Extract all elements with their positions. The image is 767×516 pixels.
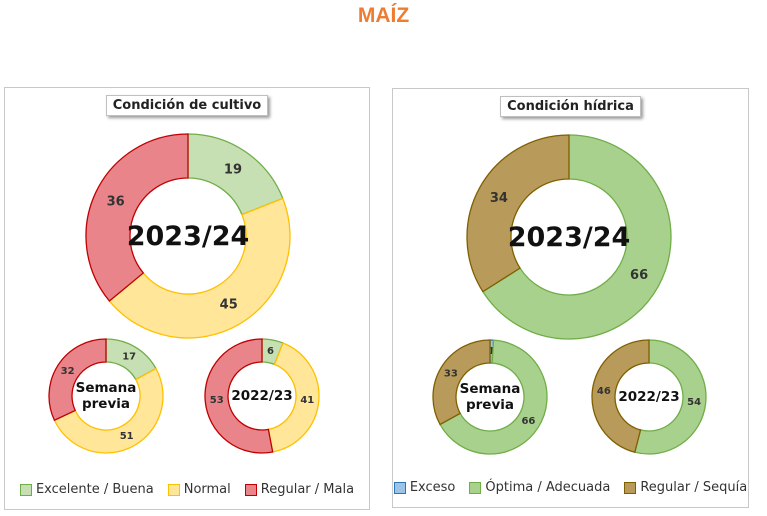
donut-value-label: 1 (488, 346, 495, 357)
donut-segment (48, 338, 107, 422)
donut-center-label: Semana previa (76, 380, 137, 412)
legend-label: Óptima / Adecuada (485, 480, 611, 495)
donut-value-label: 54 (687, 397, 701, 408)
donut-value-label: 34 (490, 191, 508, 206)
donut-value-label: 36 (107, 194, 125, 209)
legend-item-excellent-good: Excelente / Buena (19, 482, 154, 497)
donut-center-label: 2023/24 (508, 222, 631, 253)
donut-segment (85, 133, 189, 302)
donut-value-label: 66 (521, 416, 535, 427)
donut-value-label: 53 (210, 395, 224, 406)
legend-swatch (167, 483, 180, 496)
donut-segment (204, 338, 274, 454)
donut-segment (634, 339, 707, 455)
donut-center-label: 2022/23 (231, 388, 292, 404)
legend-item-optimal: Óptima / Adecuada (469, 480, 610, 495)
legend-label: Excelente / Buena (35, 482, 154, 497)
donut-value-label: 33 (444, 368, 458, 379)
donut-value-label: 19 (224, 162, 242, 177)
donut-segment (267, 342, 320, 453)
donut-segment (108, 197, 291, 339)
donut-center-label: 2023/24 (127, 221, 250, 252)
water-condition-legend: Exceso Óptima / Adecuada Regular / Sequí… (393, 480, 748, 495)
donut-segment (432, 339, 491, 426)
legend-swatch (244, 483, 257, 496)
legend-swatch (19, 483, 32, 496)
donut-value-label: 17 (122, 351, 136, 362)
legend-item-normal: Normal (167, 482, 231, 497)
legend-label: Exceso (409, 480, 456, 495)
water-condition-charts: 066342023/2416633Semanaprevia054462022/2… (432, 134, 707, 455)
legend-swatch (393, 481, 406, 494)
legend-swatch (469, 481, 482, 494)
donut-value-label: 66 (630, 268, 648, 283)
donut-value-label: 41 (300, 395, 314, 406)
donut-segment (466, 134, 570, 293)
crop-condition-title: Condición de cultivo (105, 95, 269, 116)
donut-value-label: 51 (120, 431, 134, 442)
crop-condition-legend: Excelente / Buena Normal Regular / Mala (5, 482, 369, 497)
donut-segment (591, 339, 650, 454)
legend-label: Regular / Sequía (640, 480, 748, 495)
legend-item-regular-bad: Regular / Mala (244, 482, 355, 497)
crop-condition-panel: 19 45 36 2023/24 17 51 32 Semana previa 6 41 53 2022… (4, 87, 370, 510)
legend-label: Normal (183, 482, 231, 497)
donut-value-label: 45 (220, 297, 238, 312)
donut-value-label: 32 (61, 366, 75, 377)
donut-value-label: 46 (597, 386, 611, 397)
water-condition-title: Condición hídrica (500, 96, 641, 117)
legend-item-excess: Exceso (393, 480, 456, 495)
donut-segment (481, 134, 672, 340)
donut-segment (439, 339, 548, 455)
donut-segment (53, 367, 164, 454)
donut-center-label: 2022/23 (618, 389, 679, 405)
page-title: MAÍZ (357, 4, 410, 27)
legend-item-drought: Regular / Sequía (624, 480, 747, 495)
donut-value-label: 6 (267, 346, 274, 357)
legend-swatch (624, 481, 637, 494)
water-condition-panel: 066342023/2416633Semanaprevia054462022/2… (392, 88, 749, 508)
legend-label: Regular / Mala (260, 482, 355, 497)
donut-center-label: Semana previa (460, 381, 521, 413)
